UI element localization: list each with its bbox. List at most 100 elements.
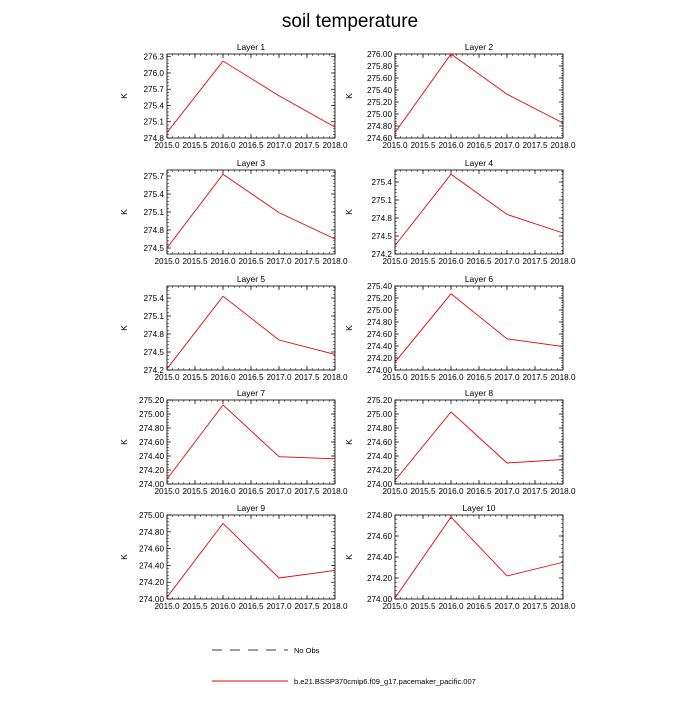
panel-title: Layer 9 bbox=[237, 503, 266, 513]
plot-frame bbox=[394, 514, 564, 600]
x-tick-label: 2015.0 bbox=[382, 257, 407, 266]
x-tick-label: 2017.0 bbox=[266, 257, 291, 266]
y-tick-label: 274.40 bbox=[139, 452, 164, 461]
x-tick-label: 2016.5 bbox=[238, 373, 263, 382]
y-tick-label: 274.40 bbox=[367, 452, 392, 461]
x-tick-label: 2015.0 bbox=[154, 602, 179, 611]
y-tick-label: 275.7 bbox=[144, 85, 165, 94]
y-tick-label: 275.60 bbox=[367, 74, 392, 83]
series-line-1 bbox=[394, 516, 564, 599]
series-line-1 bbox=[166, 522, 336, 598]
series-line-1 bbox=[394, 173, 564, 246]
plot-frame bbox=[166, 514, 336, 600]
x-tick-label: 2018.0 bbox=[550, 487, 575, 496]
y-tick-label: 274.60 bbox=[139, 545, 164, 554]
y-tick-label: 274.00 bbox=[367, 595, 392, 604]
x-tick-label: 2016.0 bbox=[210, 487, 235, 496]
y-axis-label: K bbox=[344, 93, 354, 99]
legend-label-model-run: b.e21.BSSP370cmip6.f09_g17.pacemaker_pac… bbox=[294, 677, 476, 686]
y-axis-label: K bbox=[344, 325, 354, 331]
y-tick-label: 274.60 bbox=[367, 438, 392, 447]
y-axis-label: K bbox=[344, 209, 354, 215]
x-tick-label: 2017.5 bbox=[294, 141, 319, 150]
y-tick-label: 275.00 bbox=[367, 110, 392, 119]
y-tick-label: 274.80 bbox=[367, 511, 392, 520]
x-tick-label: 2017.5 bbox=[294, 602, 319, 611]
x-tick-label: 2015.5 bbox=[182, 487, 207, 496]
y-tick-label: 274.60 bbox=[367, 134, 392, 143]
series-line-1 bbox=[394, 293, 564, 363]
series-line-1 bbox=[394, 53, 564, 133]
x-tick-label: 2017.5 bbox=[294, 487, 319, 496]
panel-title: Layer 8 bbox=[465, 388, 494, 398]
x-tick-label: 2015.0 bbox=[382, 141, 407, 150]
x-tick-label: 2015.5 bbox=[410, 487, 435, 496]
y-tick-label: 275.00 bbox=[139, 410, 164, 419]
series-line-1 bbox=[166, 295, 336, 370]
x-tick-label: 2015.0 bbox=[154, 257, 179, 266]
y-tick-label: 274.00 bbox=[139, 480, 164, 489]
x-tick-label: 2018.0 bbox=[322, 487, 347, 496]
legend: No Obs b.e21.BSSP370cmip6.f09_g17.pacema… bbox=[212, 646, 476, 686]
y-tick-label: 276.3 bbox=[144, 53, 165, 62]
x-tick-label: 2016.0 bbox=[438, 141, 463, 150]
y-axis-label: K bbox=[119, 325, 129, 331]
x-tick-label: 2017.0 bbox=[266, 602, 291, 611]
y-tick-label: 274.00 bbox=[139, 595, 164, 604]
x-tick-label: 2018.0 bbox=[322, 257, 347, 266]
panel-title: Layer 5 bbox=[237, 274, 266, 284]
series-line-1 bbox=[166, 404, 336, 480]
x-tick-label: 2017.0 bbox=[494, 602, 519, 611]
plot-frame bbox=[166, 399, 336, 485]
x-tick-label: 2017.0 bbox=[266, 487, 291, 496]
x-tick-label: 2018.0 bbox=[322, 373, 347, 382]
x-tick-label: 2015.0 bbox=[154, 487, 179, 496]
x-tick-label: 2015.5 bbox=[182, 602, 207, 611]
x-tick-label: 2015.5 bbox=[182, 257, 207, 266]
x-tick-label: 2015.5 bbox=[410, 373, 435, 382]
y-tick-label: 274.8 bbox=[144, 330, 165, 339]
y-tick-label: 275.40 bbox=[367, 86, 392, 95]
x-tick-label: 2017.0 bbox=[494, 373, 519, 382]
y-axis-label: K bbox=[344, 439, 354, 445]
x-tick-label: 2015.5 bbox=[410, 141, 435, 150]
y-tick-label: 275.20 bbox=[367, 396, 392, 405]
figure-title: soil temperature bbox=[282, 11, 418, 32]
plot-frame bbox=[166, 169, 336, 255]
x-tick-label: 2018.0 bbox=[550, 373, 575, 382]
y-tick-label: 274.80 bbox=[139, 424, 164, 433]
x-tick-label: 2015.5 bbox=[182, 141, 207, 150]
x-tick-label: 2017.0 bbox=[266, 373, 291, 382]
panel-title: Layer 2 bbox=[465, 42, 494, 52]
y-axis-label: K bbox=[119, 439, 129, 445]
panel-title: Layer 6 bbox=[465, 274, 494, 284]
y-axis-label: K bbox=[344, 554, 354, 560]
y-tick-label: 274.40 bbox=[367, 553, 392, 562]
x-tick-label: 2016.0 bbox=[210, 602, 235, 611]
x-tick-label: 2016.5 bbox=[466, 602, 491, 611]
plot-frame bbox=[394, 169, 564, 255]
y-tick-label: 275.1 bbox=[372, 196, 393, 205]
x-tick-label: 2018.0 bbox=[550, 141, 575, 150]
y-tick-label: 275.4 bbox=[372, 178, 393, 187]
y-tick-label: 275.1 bbox=[144, 118, 165, 127]
x-tick-label: 2015.0 bbox=[382, 602, 407, 611]
y-tick-label: 275.1 bbox=[144, 312, 165, 321]
y-tick-label: 274.2 bbox=[144, 366, 165, 375]
x-tick-label: 2018.0 bbox=[550, 257, 575, 266]
y-tick-label: 275.80 bbox=[367, 62, 392, 71]
y-tick-label: 274.00 bbox=[367, 366, 392, 375]
y-tick-label: 275.7 bbox=[144, 172, 165, 181]
y-tick-label: 274.20 bbox=[367, 354, 392, 363]
x-tick-label: 2015.0 bbox=[382, 487, 407, 496]
x-tick-label: 2016.5 bbox=[466, 257, 491, 266]
x-tick-label: 2016.5 bbox=[466, 141, 491, 150]
